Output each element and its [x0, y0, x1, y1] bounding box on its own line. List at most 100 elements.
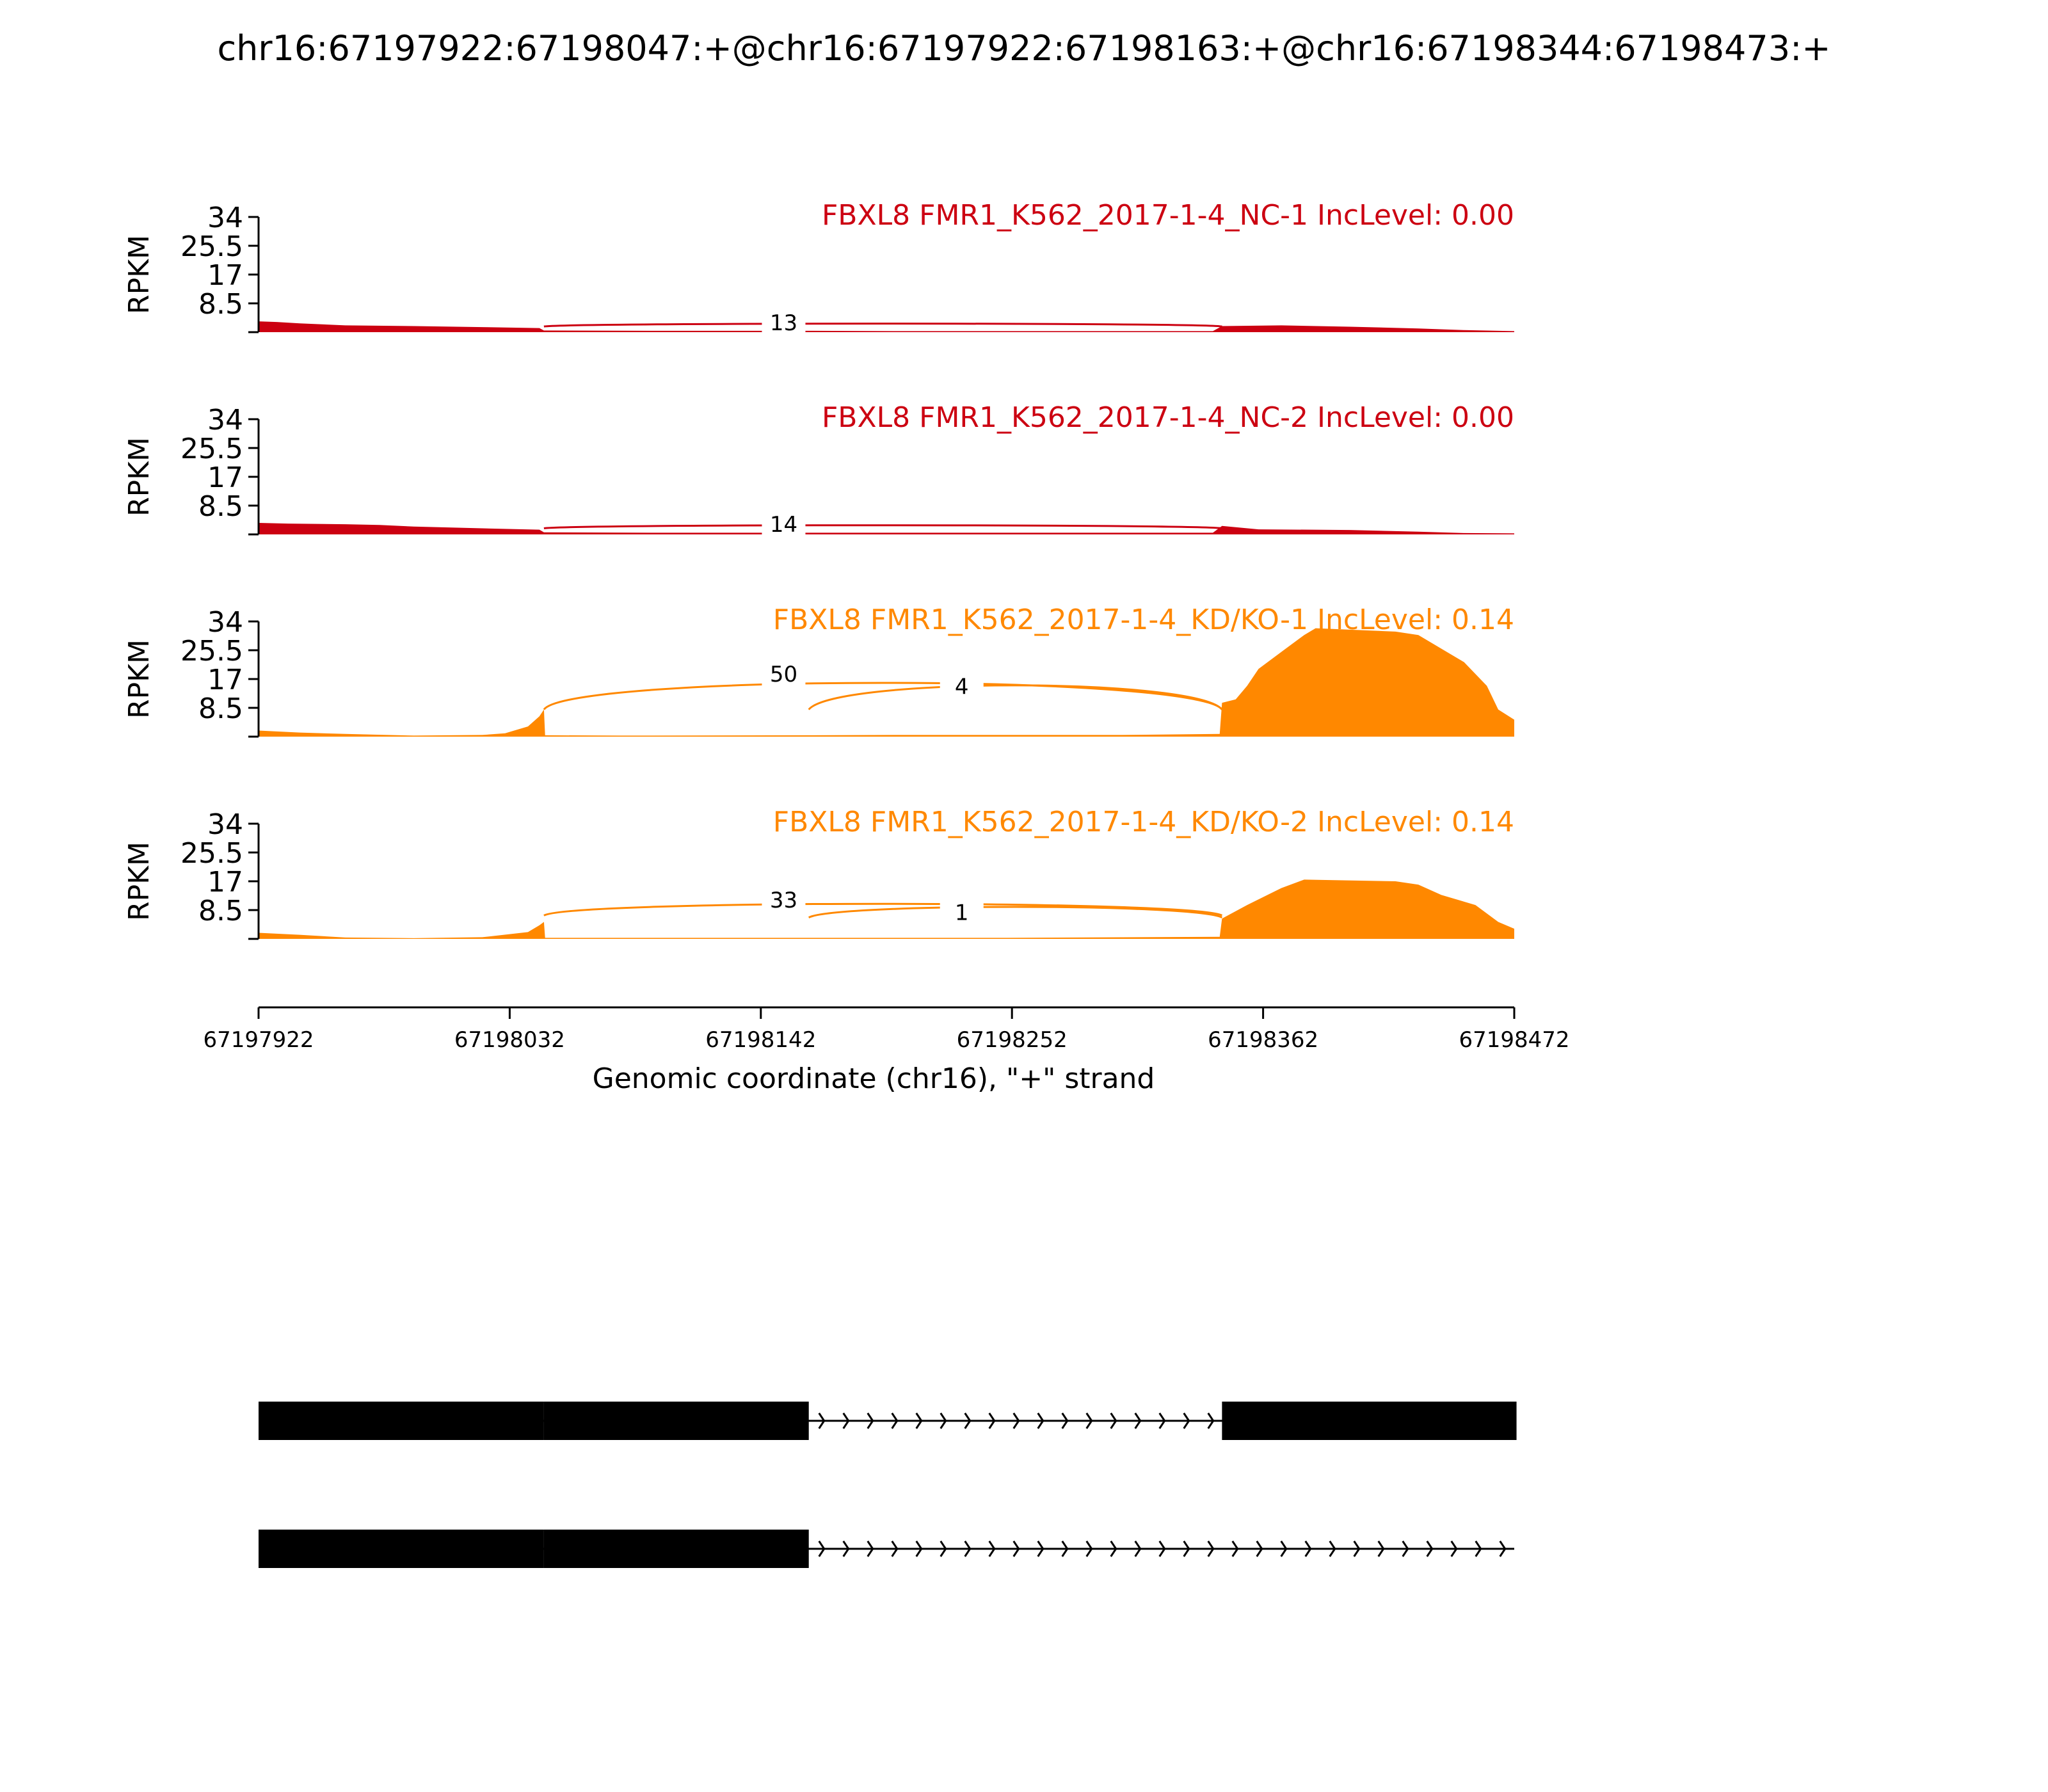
junction-count-bg	[940, 900, 984, 927]
junction-arc	[808, 906, 1223, 918]
intron-arrow	[867, 1412, 874, 1429]
y-tick-label: 8.5	[198, 895, 243, 927]
junction-count-label: 50	[770, 662, 797, 687]
intron-arrow	[818, 1412, 826, 1429]
y-tick-label: 25.5	[180, 230, 243, 263]
exon-block	[259, 1402, 544, 1440]
exon-block	[259, 1530, 544, 1568]
sample-label: FBXL8 FMR1_K562_2017-1-4_KD/KO-2 IncLeve…	[773, 806, 1514, 838]
intron-arrow	[1037, 1540, 1044, 1557]
intron-arrow	[1158, 1412, 1166, 1429]
intron-arrow	[1110, 1540, 1117, 1557]
intron-arrow	[1402, 1540, 1409, 1557]
y-tick-label: 8.5	[198, 692, 243, 725]
coverage-area	[259, 628, 1514, 737]
y-axis-label: RPKM	[123, 235, 156, 314]
intron-arrow	[1012, 1412, 1020, 1429]
sample-label: FBXL8 FMR1_K562_2017-1-4_NC-1 IncLevel: …	[822, 199, 1514, 232]
junction-arc	[543, 524, 1222, 529]
intron-arrow	[1061, 1412, 1069, 1429]
intron-arrow	[915, 1412, 923, 1429]
intron-arrow	[1426, 1540, 1434, 1557]
junction-arc	[543, 323, 1222, 328]
intron-arrow	[1304, 1540, 1312, 1557]
y-tick-label: 17	[207, 866, 243, 899]
y-axis-label: RPKM	[123, 639, 156, 719]
y-tick-label: 17	[207, 461, 243, 494]
intron-arrow	[1183, 1540, 1190, 1557]
intron-arrow	[1134, 1412, 1142, 1429]
junction-count-bg	[762, 888, 806, 915]
y-tick-label: 25.5	[180, 433, 243, 465]
y-tick-label: 34	[207, 808, 243, 841]
intron-arrow	[964, 1412, 972, 1429]
intron-arrow	[842, 1412, 850, 1429]
transcript-2	[259, 1530, 1514, 1568]
junction-count-bg	[940, 675, 984, 701]
x-tick-label: 67198252	[957, 1027, 1068, 1053]
y-tick-label: 8.5	[198, 288, 243, 321]
intron-arrow	[940, 1412, 947, 1429]
intron-arrow	[842, 1540, 850, 1557]
y-tick-label: 25.5	[180, 635, 243, 668]
y-tick-label: 34	[207, 404, 243, 436]
intron-arrow	[1450, 1540, 1458, 1557]
junction-count-label: 4	[955, 674, 969, 700]
junction-count-bg	[762, 513, 806, 539]
junction-count-label: 1	[955, 900, 969, 925]
y-axis-label: RPKM	[123, 842, 156, 921]
y-tick-label: 17	[207, 259, 243, 292]
y-tick-label: 34	[207, 606, 243, 639]
y-axis-label: RPKM	[123, 437, 156, 516]
coverage-area	[259, 321, 1514, 332]
intron-arrow	[1475, 1540, 1482, 1557]
junction-count-label: 13	[770, 310, 797, 336]
intron-arrow	[1134, 1540, 1142, 1557]
junction-count-bg	[762, 662, 806, 689]
intron-arrow	[988, 1412, 996, 1429]
exon-block	[543, 1530, 809, 1568]
intron-arrow	[1110, 1412, 1117, 1429]
junction-arc	[808, 684, 1223, 710]
intron-arrow	[1085, 1540, 1093, 1557]
junction-count-label: 14	[770, 512, 797, 538]
intron-arrow	[1353, 1540, 1361, 1557]
intron-arrow	[1158, 1540, 1166, 1557]
intron-arrow	[915, 1540, 923, 1557]
y-tick-label: 17	[207, 664, 243, 696]
x-tick-label: 67198032	[454, 1027, 565, 1053]
intron-arrow	[964, 1540, 972, 1557]
page-title: chr16:67197922:67198047:+@chr16:67197922…	[217, 28, 1831, 68]
intron-arrow	[818, 1540, 826, 1557]
junction-arc	[543, 902, 1223, 916]
y-tick-label: 34	[207, 202, 243, 234]
intron-arrow	[1231, 1540, 1239, 1557]
intron-arrow	[891, 1412, 899, 1429]
junction-count-label: 33	[770, 888, 797, 913]
exon-block	[1222, 1402, 1517, 1440]
transcript-1	[259, 1402, 1517, 1440]
intron-arrow	[1037, 1412, 1044, 1429]
intron-arrow	[1499, 1540, 1507, 1557]
intron-arrow	[940, 1540, 947, 1557]
intron-arrow	[1207, 1540, 1215, 1557]
x-tick-label: 67198362	[1208, 1027, 1318, 1053]
junction-count-bg	[762, 311, 806, 337]
exon-block	[543, 1402, 809, 1440]
y-tick-label: 8.5	[198, 490, 243, 523]
x-tick-label: 67198142	[705, 1027, 816, 1053]
x-axis: 67197922 67198032 67198142 67198252 67198362…	[203, 1006, 1570, 1095]
intron-arrow	[867, 1540, 874, 1557]
intron-arrow	[1280, 1540, 1288, 1557]
intron-arrow	[1061, 1540, 1069, 1557]
x-tick-label: 67197922	[203, 1027, 314, 1053]
y-tick-label: 25.5	[180, 837, 243, 870]
intron-arrow	[1256, 1540, 1263, 1557]
intron-arrow	[1183, 1412, 1190, 1429]
x-tick-label: 67198472	[1459, 1027, 1569, 1053]
